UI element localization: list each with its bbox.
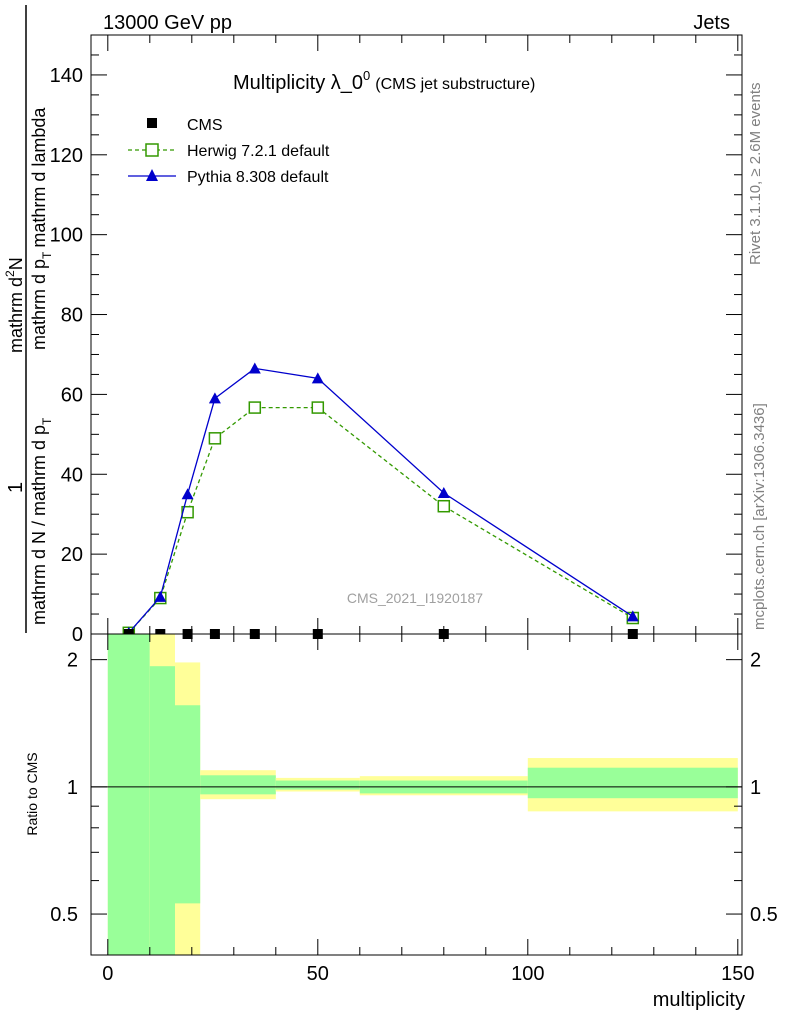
chart-watermark: CMS_2021_I1920187 [347, 590, 483, 606]
ratio-band-inner [149, 666, 175, 955]
main-y-tick-label: 20 [61, 544, 83, 566]
main-y-tick-label: 60 [61, 384, 83, 406]
chart-title-main: Multiplicity λ_0 [233, 72, 363, 94]
pythia-data-point [437, 487, 450, 499]
ratio-plot-frame [90, 633, 743, 956]
legend-marker-pythia [146, 169, 158, 181]
herwig-data-point [437, 499, 451, 513]
main-y-tick-label: 40 [61, 464, 83, 486]
ratio-y-tick-label: 0.5 [50, 904, 78, 926]
ylabel-frac-one: 1 [5, 482, 27, 493]
chart-title-subtitle: (CMS jet substructure) [375, 76, 535, 93]
ratio-y-tick-label: 1 [67, 777, 78, 799]
series-line-pythia [128, 367, 634, 634]
main-y-tick-label: 0 [72, 624, 83, 646]
pythia-data-point [181, 488, 194, 500]
legend-label-pythia: Pythia 8.308 default [187, 169, 329, 186]
chart-title: Multiplicity λ_00 (CMS jet substructure) [233, 68, 535, 94]
ylabel-denominator-tail: mathrm d pTmathrm d lambda [29, 107, 54, 350]
main-y-tick-label: 80 [61, 305, 83, 327]
pythia-data-point [208, 392, 221, 404]
ratio-y-tick-label-right: 2 [750, 650, 761, 672]
ylabel-numerator: mathrm d2N [3, 257, 26, 353]
ratio-y-tick-label: 2 [67, 650, 78, 672]
ratio-band-inner [527, 767, 738, 799]
main-panel: CMS_2021_I1920187 Multiplicity λ_00(CMS … [3, 5, 743, 646]
main-x-ticks [107, 35, 739, 634]
ratio-x-ticks: 0 50 100 150 [102, 634, 754, 985]
main-y-tick-label: 120 [50, 145, 83, 167]
process-label: Jets [693, 12, 730, 34]
ratio-band-inner [275, 780, 360, 790]
x-tick-label: 150 [721, 963, 754, 985]
herwig-data-point [248, 401, 262, 414]
ratio-band-inner [200, 775, 276, 795]
ylabel-tail-subscript: T [40, 251, 54, 259]
ylabel-denominator: mathrm d N / mathrm d pT [29, 417, 54, 625]
ylabel-tail-end: mathrm d lambda [29, 107, 49, 248]
x-tick-label: 50 [307, 963, 329, 985]
x-tick-label: 0 [102, 963, 113, 985]
ratio-bands [107, 634, 738, 955]
mcplots-label: mcplots.cern.ch [arXiv:1306.3436] [751, 403, 768, 630]
ratio-y-tick-label-right: 0.5 [750, 904, 778, 926]
herwig-data-point [311, 401, 325, 414]
legend-marker-cms [147, 118, 157, 128]
legend-label-cms: CMS [187, 117, 223, 134]
main-y-axis-label: 1 mathrm d N / mathrm d pT mathrm d2N ma… [3, 5, 54, 633]
ylabel-numerator-superscript: 2 [3, 270, 17, 277]
ylabel-numerator-main: mathrm d [6, 277, 26, 353]
ratio-band-inner [107, 634, 150, 955]
ylabel-denominator-main: mathrm d N / mathrm d p [29, 425, 49, 625]
ylabel-tail-main: mathrm d p [29, 259, 49, 350]
rivet-label: Rivet 3.1.10, ≥ 2.6M events [747, 83, 764, 266]
chart-title-superscript: 0 [363, 68, 370, 83]
ratio-panel: 0.5 0.5 1 1 2 2 0 50 100 150 Ratio to CMS multip… [24, 633, 778, 1011]
pythia-data-point [154, 590, 167, 602]
herwig-data-point [181, 505, 194, 519]
energy-label: 13000 GeV pp [103, 12, 232, 34]
ratio-y-ticks: 0.5 0.5 1 1 2 2 [50, 650, 778, 956]
legend: CMS Herwig 7.2.1 default Pythia 8.308 de… [128, 117, 330, 186]
ratio-y-axis-label: Ratio to CMS [24, 752, 40, 835]
ratio-y-tick-label-right: 1 [750, 777, 761, 799]
legend-marker-herwig [145, 143, 159, 157]
x-axis-label: multiplicity [653, 989, 745, 1011]
legend-label-herwig: Herwig 7.2.1 default [187, 143, 330, 160]
ratio-band-inner [175, 705, 201, 904]
main-y-ticks: 0 20 40 60 80 100 120 140 [50, 34, 742, 646]
pythia-data-point [311, 372, 324, 384]
main-y-tick-label: 140 [50, 65, 83, 87]
herwig-data-point [208, 432, 222, 445]
pythia-data-point [626, 610, 639, 622]
ylabel-denominator-subscript: T [40, 417, 54, 425]
pythia-data-point [248, 362, 261, 374]
main-y-tick-label: 100 [50, 225, 83, 247]
x-tick-label: 100 [511, 963, 544, 985]
ylabel-numerator-n: N [6, 257, 26, 270]
series-line-herwig [128, 406, 634, 634]
